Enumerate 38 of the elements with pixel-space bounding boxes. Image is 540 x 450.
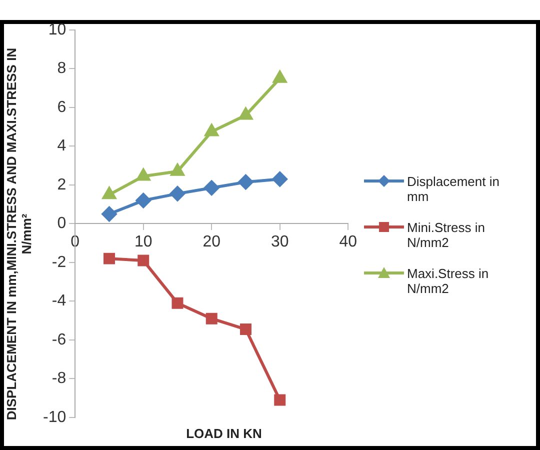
point	[240, 324, 252, 336]
point	[273, 70, 287, 83]
y-tick-label: 6	[57, 98, 66, 116]
y-axis-title: DISPLACEMENT IN mm,MINI.STRESS AND MAXI.STRESS IN N/mm²	[4, 46, 34, 422]
legend-label: Mini.Stress in N/mm2	[407, 220, 486, 250]
y-tick-label: -10	[43, 408, 66, 426]
point	[272, 172, 288, 187]
legend-label: Displacement in mm	[407, 174, 500, 204]
y-tick-label: 0	[57, 215, 66, 232]
y-tick-label: 4	[57, 138, 66, 155]
point	[136, 192, 151, 208]
point	[170, 186, 185, 202]
point	[206, 312, 218, 324]
legend-label: Maxi.Stress in N/mm2	[407, 266, 490, 296]
point	[136, 168, 150, 181]
y-tick-label: -2	[52, 254, 66, 271]
point	[204, 180, 220, 196]
point	[102, 206, 117, 222]
x-axis-title: LOAD IN KN	[185, 426, 263, 441]
point	[204, 124, 218, 136]
point	[170, 164, 184, 176]
point	[102, 187, 116, 200]
point	[172, 297, 184, 309]
x-tick-label: 20	[202, 234, 221, 251]
x-tick-label: 30	[270, 234, 289, 251]
y-tick-label: -4	[52, 292, 66, 310]
y-tick-label: 8	[57, 60, 66, 78]
y-tick-label: -6	[52, 331, 66, 348]
point	[274, 394, 286, 406]
point	[138, 254, 150, 266]
x-tick-label: 10	[134, 234, 152, 251]
y-tick-label: 2	[57, 176, 66, 194]
point	[239, 108, 252, 120]
y-tick-label: 10	[48, 21, 66, 38]
x-tick-label: 40	[339, 234, 358, 251]
point	[104, 252, 115, 264]
y-tick-label: -8	[52, 370, 66, 388]
point	[238, 174, 254, 190]
